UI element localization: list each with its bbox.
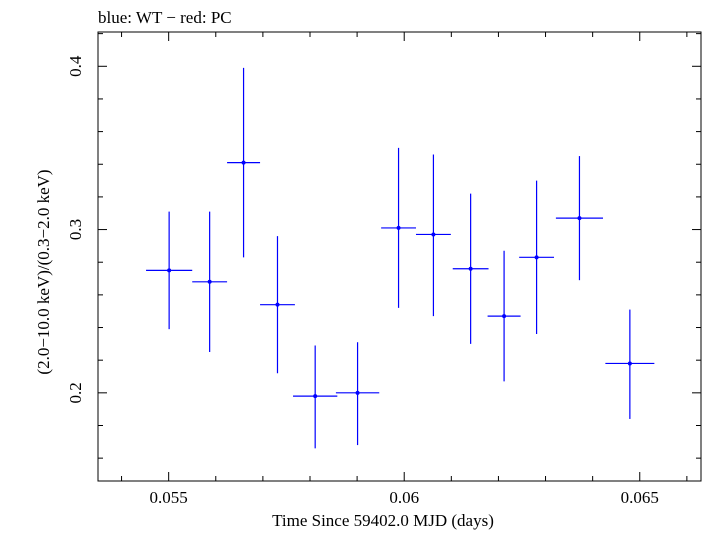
axis-ticks: 0.055 0.06 0.065 0.2 0.3 0.4	[66, 32, 701, 507]
data-marker	[468, 266, 473, 271]
y-tick-label: 0.2	[66, 382, 85, 403]
data-marker	[577, 216, 582, 221]
x-tick-label: 0.065	[621, 488, 659, 507]
data-marker	[502, 314, 507, 319]
x-tick-label: 0.06	[389, 488, 419, 507]
data-point	[415, 154, 451, 317]
data-marker	[355, 390, 360, 395]
data-marker	[313, 394, 318, 399]
x-axis-label: Time Since 59402.0 MJD (days)	[272, 511, 494, 530]
x-tick-label: 0.055	[150, 488, 188, 507]
data-point	[146, 211, 193, 330]
data-point	[555, 156, 604, 281]
data-marker	[275, 302, 280, 307]
data-point	[487, 250, 521, 382]
data-point	[519, 180, 555, 335]
data-marker	[627, 361, 632, 366]
data-marker	[241, 160, 246, 165]
data-point	[605, 309, 655, 419]
data-point	[452, 193, 489, 344]
data-marker	[167, 268, 172, 273]
chart-title: blue: WT − red: PC	[98, 8, 232, 27]
y-axis-label: (2.0−10.0 keV)/(0.3−2.0 keV)	[34, 169, 53, 374]
data-marker	[534, 255, 539, 260]
data-point	[293, 345, 338, 449]
data-point	[381, 147, 416, 308]
y-tick-label: 0.3	[66, 219, 85, 240]
y-tick-label: 0.4	[66, 55, 85, 77]
data-marker	[207, 279, 212, 284]
plot-frame	[97, 31, 702, 482]
data-point	[335, 342, 380, 446]
data-point	[260, 236, 295, 374]
data-points	[146, 67, 655, 449]
data-marker	[431, 232, 436, 237]
data-point	[192, 211, 228, 353]
data-marker	[396, 225, 401, 230]
data-point	[227, 67, 261, 258]
